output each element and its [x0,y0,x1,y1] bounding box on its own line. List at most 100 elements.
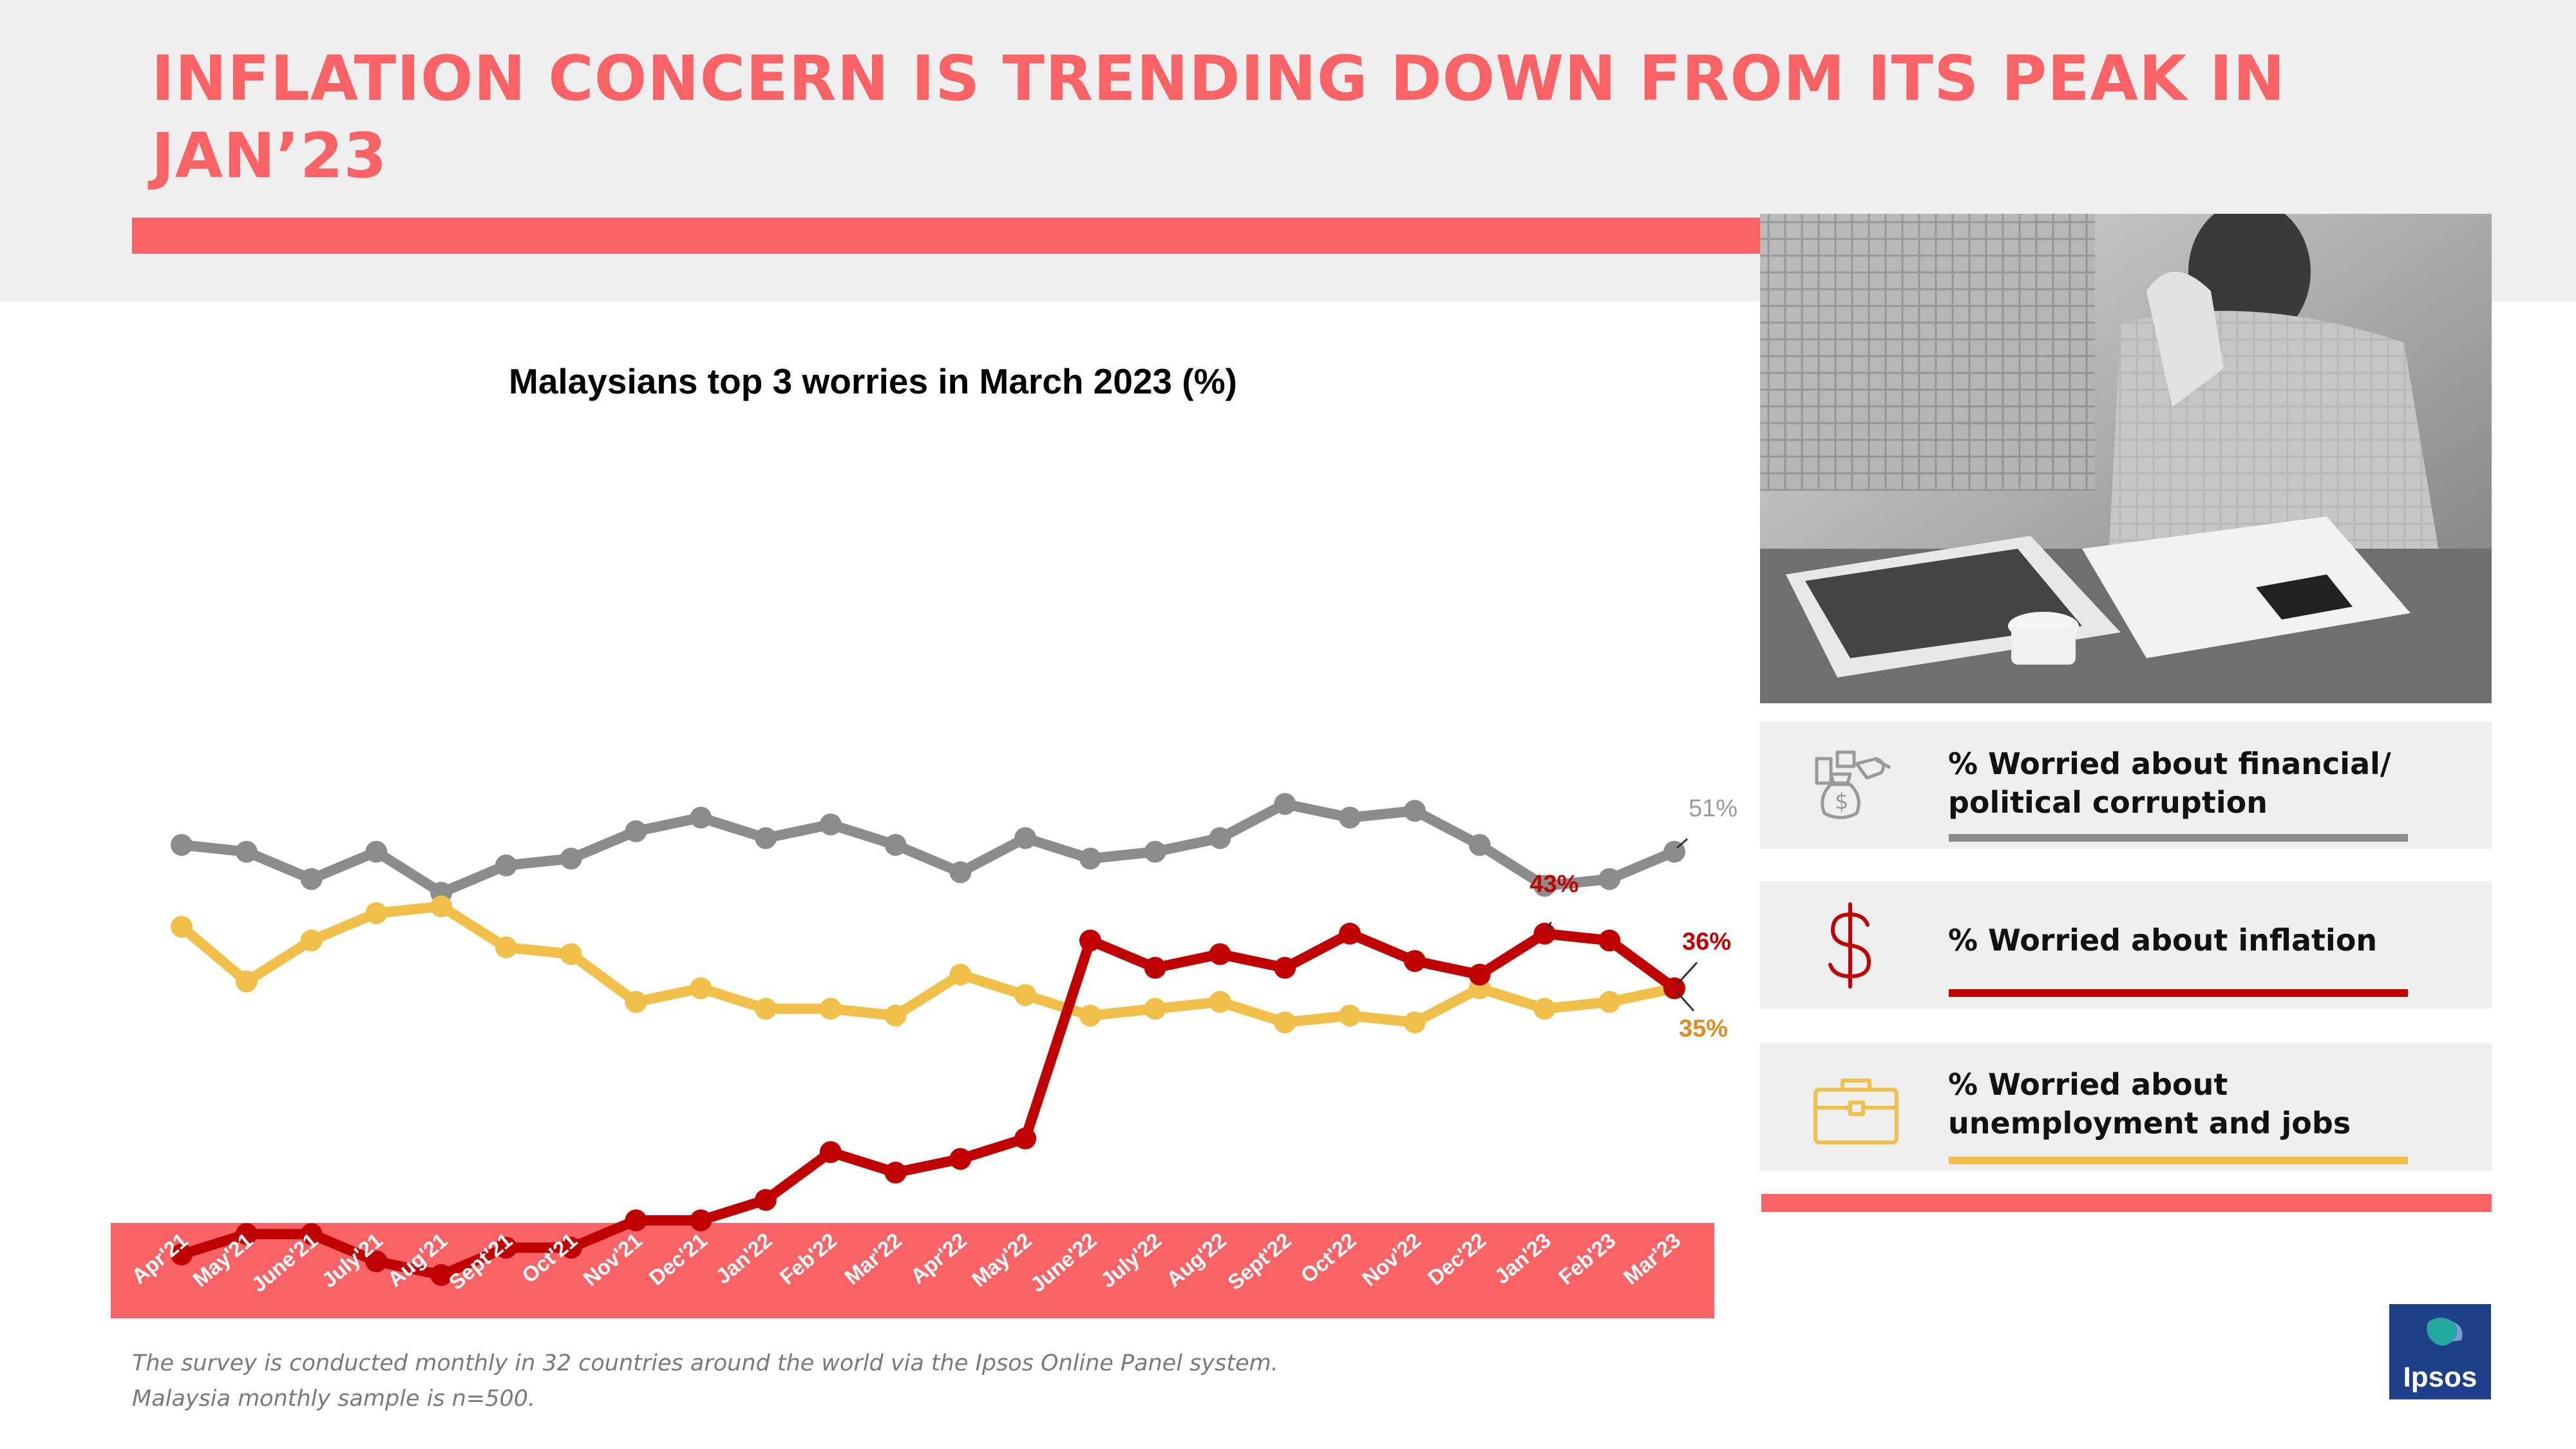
data-point-s2-13 [1014,984,1037,1007]
data-point-s2-6 [560,943,582,965]
data-point-s1-19 [1403,950,1426,972]
chart-title: Malaysians top 3 worries in March 2023 (… [509,361,1237,401]
data-point-s1-3 [365,1250,388,1273]
data-point-s1-13 [1014,1127,1037,1150]
data-point-s0-3 [365,840,388,863]
annotation-leader-3 [1676,991,1695,1012]
legend-label-unemployment-2: unemployment and jobs [1948,1106,2351,1141]
legend-label-unemployment-1: % Worried about [1948,1067,2228,1102]
data-point-s0-18 [1339,806,1361,829]
data-point-s1-8 [690,1209,712,1231]
legend-item-corruption: $ % Worried about financial/ political c… [1760,721,2492,849]
data-point-s1-15 [1144,956,1166,979]
data-point-s1-17 [1274,956,1296,979]
series-line-1 [176,928,1680,1280]
data-point-s2-4 [430,895,453,918]
data-point-s2-5 [495,936,517,958]
ipsos-logo-icon: Ipsos [2389,1304,2491,1399]
data-point-s0-9 [755,827,777,849]
data-point-s2-3 [365,902,388,924]
data-point-s1-23 [1663,977,1685,999]
footnote-line-1: The survey is conducted monthly in 32 co… [132,1350,1278,1376]
data-point-s1-21 [1533,922,1556,945]
data-point-s0-8 [690,806,712,829]
data-point-s0-22 [1598,868,1621,890]
data-point-s1-11 [884,1161,907,1184]
data-point-s1-7 [625,1209,647,1231]
briefcase-icon [1814,1079,1899,1144]
data-point-s2-2 [300,929,323,952]
legend-label-corruption-1: % Worried about financial/ [1948,746,2391,781]
data-point-s2-16 [1209,990,1231,1013]
data-point-s2-12 [949,963,972,986]
title-accent-bar [132,218,1760,254]
data-label-2: 36% [1682,929,1731,956]
data-point-s0-19 [1403,800,1426,822]
data-point-s0-15 [1144,840,1166,863]
legend-label-corruption-2: political corruption [1948,785,2268,820]
data-point-s2-22 [1598,990,1621,1013]
legend-item-inflation: % Worried about inflation [1760,881,2492,1009]
data-point-s2-10 [819,998,842,1020]
footnote-line-2: Malaysia monthly sample is n=500. [132,1386,536,1412]
data-point-s2-7 [625,990,647,1013]
annotation-leader-0 [1676,838,1688,849]
legend-swatch-unemployment [1949,1157,2408,1164]
data-point-s2-18 [1339,1005,1361,1027]
data-point-s1-10 [819,1141,842,1163]
footnote: The survey is conducted monthly in 32 co… [132,1346,1278,1417]
data-point-s0-13 [1014,827,1037,849]
dollar-sign-icon [1828,902,1871,989]
data-point-s0-17 [1274,793,1296,815]
data-point-s2-8 [690,977,712,999]
data-point-s2-21 [1533,998,1556,1020]
data-point-s1-14 [1079,929,1101,952]
legend-bottom-bar [1761,1194,2492,1212]
data-label-0: 51% [1689,795,1738,822]
data-point-s2-19 [1403,1011,1426,1034]
legend-label-inflation-1: % Worried about inflation [1948,923,2378,958]
data-point-s1-4 [430,1264,453,1286]
annotation-leader-1 [1546,922,1552,931]
data-point-s0-7 [625,820,647,842]
data-point-s1-2 [300,1223,323,1245]
data-point-s2-11 [884,1005,907,1027]
data-point-s1-0 [171,1244,193,1265]
page-title: INFLATION CONCERN IS TRENDING DOWN FROM … [151,43,2286,192]
data-point-s2-15 [1144,998,1166,1020]
data-point-s2-14 [1079,1005,1101,1027]
data-point-s1-9 [755,1189,777,1211]
data-label-1: 43% [1530,871,1578,898]
svg-text:$: $ [1835,789,1849,815]
stressed-man-photo [1760,214,2492,703]
money-bag-hand-icon: $ [1815,750,1891,819]
data-point-s2-9 [755,998,777,1020]
legend-swatch-corruption [1949,834,2408,842]
data-point-s2-0 [171,916,193,938]
data-point-s0-5 [495,854,517,876]
data-point-s1-18 [1339,922,1361,945]
data-point-s0-0 [171,834,193,856]
data-label-3: 35% [1679,1016,1728,1043]
data-point-s0-10 [819,813,842,836]
data-point-s0-6 [560,848,582,870]
data-point-s1-6 [560,1236,582,1259]
data-point-s0-20 [1468,834,1491,856]
legend-item-unemployment: % Worried about unemployment and jobs [1760,1043,2492,1171]
data-point-s1-22 [1598,929,1621,952]
data-point-s1-5 [495,1236,517,1259]
data-point-s0-1 [235,840,258,863]
data-point-s0-2 [300,868,323,890]
data-point-s2-1 [235,971,258,992]
data-point-s1-20 [1468,963,1491,986]
data-point-s0-11 [884,834,907,856]
data-point-s1-1 [235,1223,258,1245]
series-line-0 [176,799,1680,898]
logo-text: Ipsos [2403,1361,2477,1393]
data-point-s0-12 [949,861,972,884]
data-point-s1-16 [1209,943,1231,965]
annotation-leader-2 [1676,961,1698,985]
data-point-s0-16 [1209,827,1231,849]
data-point-s0-14 [1079,848,1101,870]
